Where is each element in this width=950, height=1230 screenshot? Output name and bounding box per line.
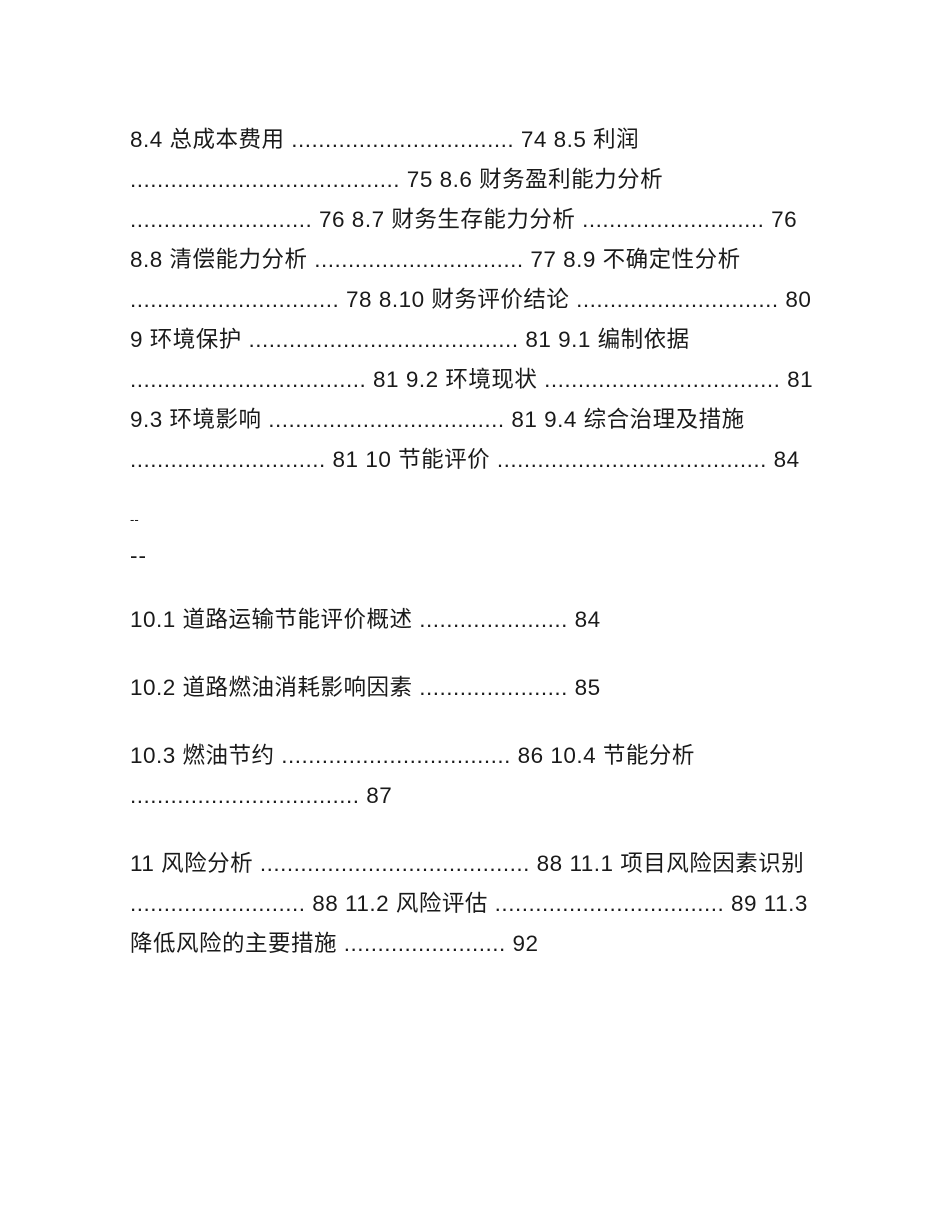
toc-block-3: 10.2 道路燃油消耗影响因素 ...................... 8…	[130, 668, 820, 708]
toc-block-1-content: 8.4 总成本费用 ..............................…	[130, 127, 813, 472]
toc-block-2-content: 10.1 道路运输节能评价概述 ...................... 8…	[130, 607, 601, 632]
toc-block-4-content: 10.3 燃油节约 ..............................…	[130, 743, 695, 808]
toc-block-1: 8.4 总成本费用 ..............................…	[130, 120, 820, 480]
toc-block-4: 10.3 燃油节约 ..............................…	[130, 736, 820, 816]
toc-block-5-content: 11 风险分析 ................................…	[130, 851, 808, 956]
separator-dashes: --	[130, 536, 820, 576]
separator-dashes-text: --	[130, 543, 147, 568]
toc-block-5: 11 风险分析 ................................…	[130, 844, 820, 964]
separator-small-text: --	[130, 512, 139, 527]
separator-small: --	[130, 508, 820, 531]
toc-block-2: 10.1 道路运输节能评价概述 ...................... 8…	[130, 600, 820, 640]
toc-block-3-content: 10.2 道路燃油消耗影响因素 ...................... 8…	[130, 675, 601, 700]
